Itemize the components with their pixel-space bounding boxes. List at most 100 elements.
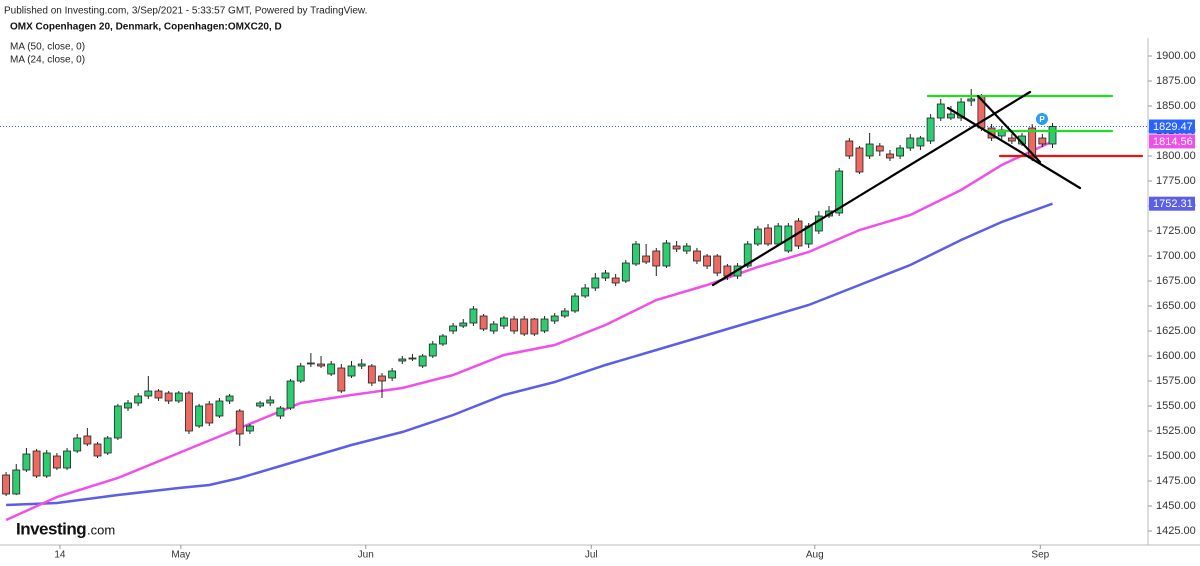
candle-body — [144, 390, 153, 397]
candle-body — [439, 335, 447, 345]
y-tick-label: 1725.00 — [1156, 225, 1196, 237]
price-label-box — [1149, 196, 1195, 211]
candle-body — [205, 403, 214, 424]
candle-body — [113, 405, 122, 439]
chart-subtitle: Published on Investing.com, 3/Sep/2021 -… — [4, 6, 367, 17]
candle-body — [500, 317, 508, 327]
candle-body — [520, 318, 529, 335]
drawings — [711, 90, 1144, 287]
y-tick-label: 1525.00 — [1156, 425, 1196, 437]
x-tick-label: Aug — [806, 550, 824, 561]
candle-body — [642, 255, 651, 263]
candle-body — [469, 308, 478, 324]
candle-body — [896, 147, 905, 157]
y-tick-label: 1575.00 — [1156, 375, 1196, 387]
candle-body — [764, 227, 772, 245]
legend-entry: MA (50, close, 0) — [10, 42, 85, 53]
y-tick-label: 1475.00 — [1156, 475, 1196, 487]
x-tick-label: 14 — [54, 550, 66, 561]
candle-body — [682, 245, 691, 252]
candle-body — [256, 402, 264, 407]
plot: 1425.00 1450.00 1475.00 1500.00 1525.00 1550.… — [0, 50, 1196, 561]
candle-body — [753, 228, 762, 245]
candle-body — [886, 153, 894, 159]
candle-body — [154, 390, 163, 399]
candle-body — [174, 392, 183, 402]
marker-icon-letter: P — [1039, 115, 1045, 124]
candle-body — [276, 407, 285, 417]
candle-body — [550, 315, 559, 322]
candle-body — [32, 450, 41, 477]
x-tick-label: Sep — [1031, 550, 1049, 561]
ma-line — [5, 140, 1054, 522]
candle-body — [63, 450, 71, 469]
y-tick-label: 1800.00 — [1156, 150, 1196, 162]
candle-body — [103, 437, 112, 454]
candle-body — [916, 137, 925, 147]
candle-body — [865, 143, 874, 157]
y-tick-label: 1625.00 — [1156, 325, 1196, 337]
candle-body — [672, 245, 681, 250]
candle-body — [215, 400, 224, 417]
candle-body — [1048, 126, 1057, 145]
candle-body — [388, 370, 397, 379]
candle-body — [601, 272, 610, 279]
candle-body — [936, 103, 945, 119]
x-tick-label: Jun — [358, 550, 374, 561]
candle-body — [246, 425, 254, 432]
candle-body — [357, 363, 366, 367]
candle-body — [449, 325, 458, 332]
candle-body — [662, 242, 671, 267]
y-tick-label: 1675.00 — [1156, 275, 1196, 287]
candle-body — [693, 250, 701, 262]
candle-body — [12, 469, 21, 495]
candle-body — [286, 380, 295, 409]
candle-body — [195, 405, 204, 427]
candle-body — [540, 318, 549, 332]
candle-body — [510, 318, 518, 332]
candle-body — [2, 474, 10, 495]
chart-title: OMX Copenhagen 20, Denmark, Copenhagen:O… — [10, 22, 282, 33]
candle-body — [632, 243, 640, 265]
candle-body — [266, 399, 275, 404]
candle-body — [337, 367, 346, 392]
candle-body — [875, 145, 884, 152]
y-tick-label: 1700.00 — [1156, 250, 1196, 262]
candle-body — [52, 455, 61, 469]
candle-body — [560, 310, 569, 317]
y-tick-label: 1425.00 — [1156, 525, 1196, 537]
candle-body — [347, 365, 356, 377]
candle-body — [652, 250, 661, 267]
candle-body — [73, 437, 82, 452]
candle-body — [703, 255, 711, 267]
candle-body — [855, 147, 864, 173]
candle-body — [185, 392, 193, 432]
candle-body — [489, 323, 498, 332]
candle-body — [134, 395, 143, 404]
candle-body — [845, 140, 854, 157]
x-tick-label: Jul — [585, 550, 598, 561]
candle-body — [967, 98, 976, 102]
price-label-box — [1149, 134, 1195, 149]
y-tick-label: 1600.00 — [1156, 350, 1196, 362]
candle-body — [22, 453, 31, 471]
y-tick-label: 1650.00 — [1156, 300, 1196, 312]
watermark: Investing — [16, 519, 86, 538]
drawing-line — [946, 106, 1082, 190]
marker-icon — [1036, 113, 1048, 125]
candle-body — [378, 375, 386, 382]
candle-body — [124, 402, 132, 409]
candle-body — [428, 343, 437, 357]
legend-entry: MA (24, close, 0) — [10, 55, 85, 66]
candle-body — [571, 295, 579, 312]
y-tick-label: 1775.00 — [1156, 175, 1196, 187]
candle-body — [459, 322, 468, 327]
price-label: 1752.31 — [1153, 198, 1193, 210]
candle-body — [83, 435, 92, 445]
price-label-box — [1149, 119, 1195, 134]
candle-body — [743, 243, 752, 267]
candle-body — [479, 315, 488, 330]
candle-body — [957, 101, 965, 119]
ma-line — [6, 202, 1053, 507]
candle-body — [774, 225, 783, 245]
